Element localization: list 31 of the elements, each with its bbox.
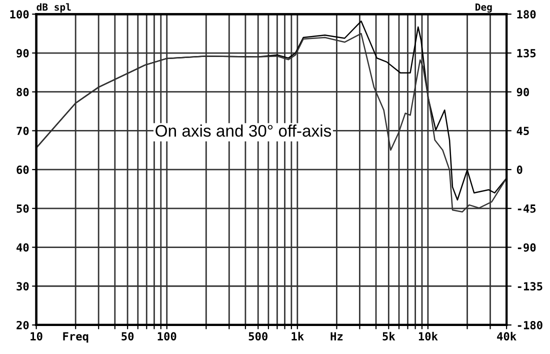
x-tick-label: Freq: [63, 332, 88, 343]
y2-tick-label: -45: [518, 204, 536, 213]
y2-tick-label: 0: [516, 166, 522, 174]
x-tick-label: 40k: [497, 332, 516, 341]
y2-axis-title: Deg: [476, 3, 492, 13]
y-tick-label: 20: [16, 320, 29, 330]
y-tick-label: 100: [10, 10, 29, 19]
y2-tick-label: 135: [517, 48, 536, 58]
x-tick-label: 100: [158, 332, 176, 341]
y-tick-label: 90: [16, 48, 29, 58]
y2-tick-label: -135: [518, 282, 542, 290]
x-tick-label: 1k: [292, 332, 304, 340]
y2-tick-label: 180: [517, 10, 536, 19]
y-tick-label: 60: [16, 166, 29, 174]
x-tick-label: 10: [30, 332, 42, 341]
y2-tick-label: -180: [518, 320, 542, 330]
annotation: On axis and 30° off-axis: [156, 124, 332, 137]
x-tick-label: 5k: [382, 332, 396, 341]
y-tick-label: 40: [16, 243, 29, 252]
y2-tick-label: -90: [518, 243, 536, 252]
x-tick-label: Hz: [330, 332, 343, 340]
y-tick-label: 30: [16, 282, 29, 290]
y2-tick-label: 90: [516, 88, 529, 96]
x-tick-label: 50: [122, 332, 134, 341]
y-axis-title: dB spl: [36, 3, 71, 13]
x-tick-label: 500: [248, 332, 268, 341]
y-tick-label: 50: [16, 204, 29, 213]
y-tick-label: 70: [16, 126, 29, 136]
x-tick-label: 10k: [418, 332, 438, 341]
y2-tick-label: 45: [516, 126, 529, 136]
y-tick-label: 80: [16, 88, 29, 96]
